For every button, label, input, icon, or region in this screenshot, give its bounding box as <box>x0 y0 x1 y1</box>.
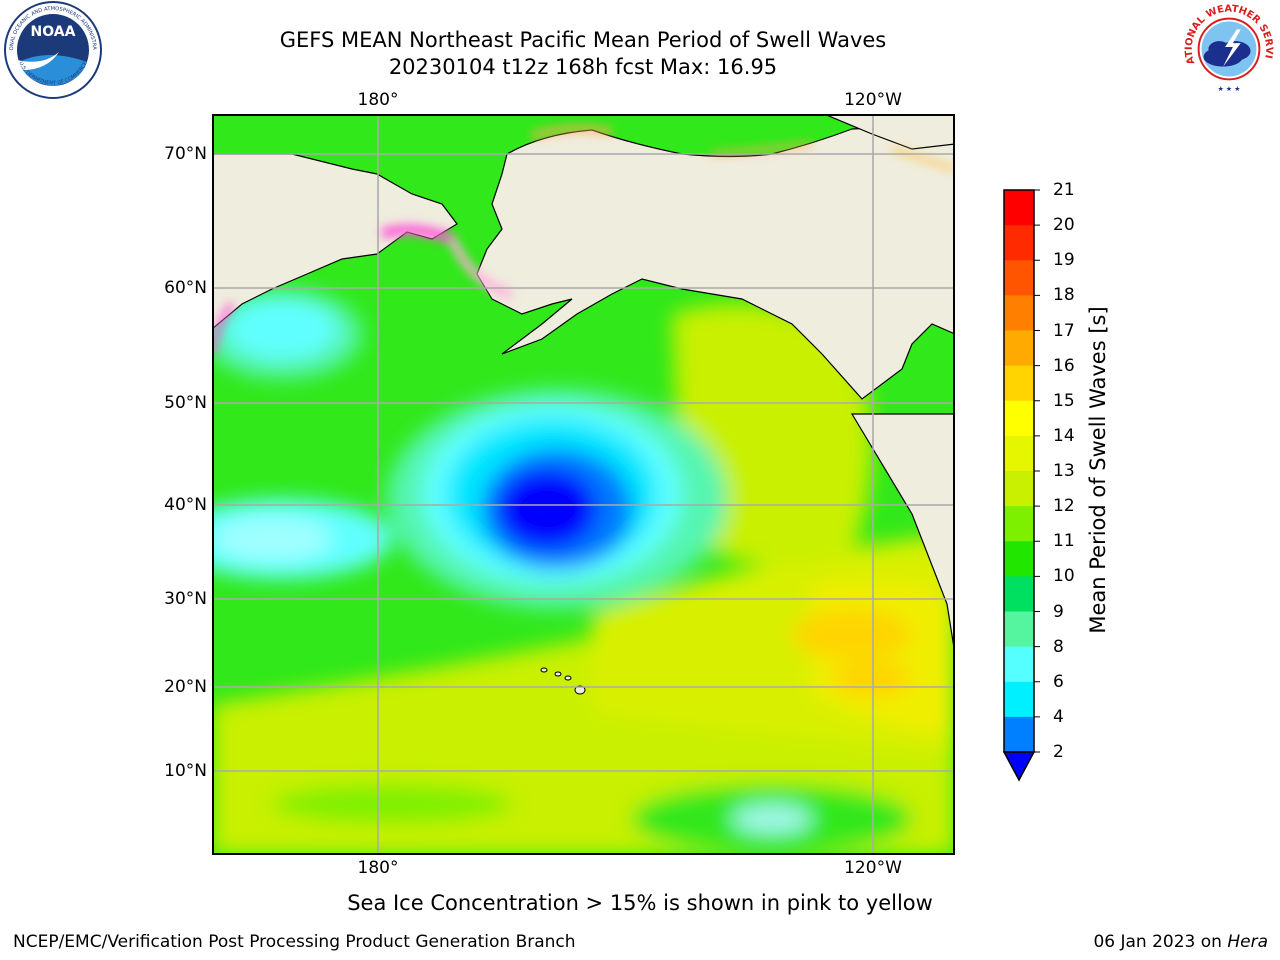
colorbar-tick-label: 19 <box>1053 250 1075 271</box>
footer-host: Hera <box>1227 932 1268 952</box>
colorbar-band <box>1004 681 1034 718</box>
lat-label-20n: 20°N <box>164 677 207 697</box>
colorbar-tick-label: 2 <box>1053 742 1064 762</box>
chart-subtitle: 20230104 t12z 168h fcst Max: 16.95 <box>388 55 778 79</box>
colorbar-band <box>1004 435 1034 472</box>
colorbar-tick-label: 21 <box>1053 180 1075 200</box>
colorbar-band <box>1004 260 1034 296</box>
colorbar-band <box>1004 295 1034 331</box>
colorbar-tick-label: 15 <box>1053 390 1075 411</box>
colorbar-band <box>1004 190 1034 226</box>
colorbar-band <box>1004 365 1034 402</box>
colorbar-band <box>1004 716 1034 753</box>
colorbar-extend-arrow <box>1002 751 1036 782</box>
lat-label-50n: 50°N <box>164 393 207 413</box>
lon-label-bottom-120w: 120°W <box>844 858 902 878</box>
colorbar-band <box>1004 576 1034 612</box>
lon-label-bottom-180: 180° <box>357 858 399 878</box>
colorbar-band <box>1004 400 1034 437</box>
lat-label-30n: 30°N <box>164 589 207 609</box>
lat-label-70n: 70°N <box>164 144 207 164</box>
svg-text:★ ★ ★: ★ ★ ★ <box>1218 85 1241 93</box>
lat-label-60n: 60°N <box>164 278 207 298</box>
sea-ice-footnote: Sea Ice Concentration > 15% is shown in … <box>347 891 933 915</box>
colorbar-tick-label: 17 <box>1053 320 1075 341</box>
colorbar-band <box>1004 506 1034 542</box>
colorbar-band <box>1004 330 1034 367</box>
colorbar-tick-label: 10 <box>1053 566 1075 587</box>
colorbar <box>1002 189 1040 782</box>
colorbar-band <box>1004 611 1034 648</box>
swell-period-map <box>212 114 955 855</box>
colorbar-band <box>1004 471 1034 507</box>
colorbar-label: Mean Period of Swell Waves [s] <box>1086 306 1110 634</box>
noaa-logo-text: NOAA <box>31 24 76 40</box>
colorbar-tick-label: 14 <box>1053 425 1075 446</box>
colorbar-tick-label: 12 <box>1053 496 1075 517</box>
colorbar-tick-label: 11 <box>1053 531 1075 552</box>
colorbar-tick-label: 8 <box>1053 636 1064 657</box>
colorbar-band <box>1004 541 1034 577</box>
colorbar-tick-label: 13 <box>1053 461 1075 481</box>
colorbar-tick-label: 6 <box>1053 671 1064 692</box>
lon-label-top-180: 180° <box>357 90 399 110</box>
colorbar-tick-label: 9 <box>1053 601 1064 622</box>
footer-date-host: 06 Jan 2023 on Hera <box>1093 932 1268 952</box>
colorbar-tick-label: 18 <box>1053 285 1075 306</box>
footer-date: 06 Jan 2023 on <box>1093 932 1228 952</box>
chart-title: GEFS MEAN Northeast Pacific Mean Period … <box>279 28 887 52</box>
footer-organization: NCEP/EMC/Verification Post Processing Pr… <box>13 932 576 952</box>
noaa-logo-icon: NOAA NATIONAL OCEANIC AND ATMOSPHERIC AD… <box>3 0 102 99</box>
colorbar-tick-label: 20 <box>1053 215 1075 236</box>
lat-label-40n: 40°N <box>164 495 207 515</box>
colorbar-band <box>1004 225 1034 261</box>
colorbar-tick-label: 4 <box>1053 706 1064 727</box>
lat-label-10n: 10°N <box>164 761 207 781</box>
colorbar-tick-label: 16 <box>1053 355 1075 376</box>
lon-label-top-120w: 120°W <box>844 90 902 110</box>
colorbar-band <box>1004 646 1034 683</box>
nws-logo-icon: NATIONAL WEATHER SERVICE ★ ★ ★ <box>1180 0 1277 97</box>
